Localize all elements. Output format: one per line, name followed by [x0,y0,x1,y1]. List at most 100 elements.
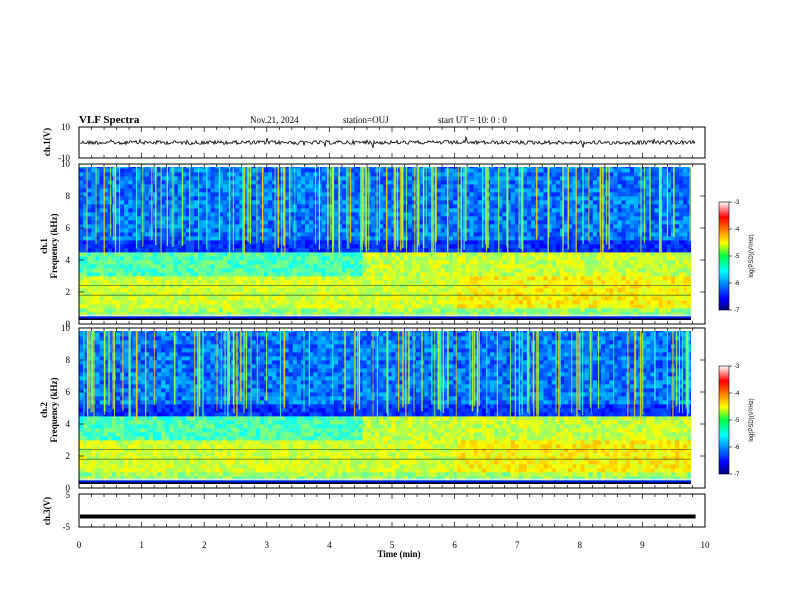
spectrogram-cell [387,228,392,233]
spectrogram-cell [453,232,458,237]
spectrogram-cell [522,300,528,305]
spectrogram-cell [194,208,199,213]
spectrogram-cell [407,312,413,317]
spectrogram-cell [317,288,322,293]
spectrogram-cell [473,276,479,281]
spectrogram-cell [169,288,174,293]
spectrogram-cell [214,276,220,281]
spectrogram-cell [461,284,466,289]
spectrogram-cell [87,192,92,197]
spectrogram-cell [342,184,347,189]
spectrogram-cell [370,272,376,277]
spectrogram-cell [152,288,158,293]
spectrogram-cell [210,208,216,213]
spectrogram-cell [83,276,88,281]
spectrogram-cell [564,276,569,281]
spectrogram-cell [555,308,561,313]
spectrogram-cell [144,268,150,273]
spectrogram-cell [502,264,507,269]
spectrogram-cell [420,244,425,249]
spectrogram-cell [222,220,228,225]
spectrogram-cell [469,280,475,285]
spectrogram-cell [383,172,388,177]
spectrogram-cell [198,304,203,309]
spectrogram-cell [202,204,207,209]
spectrogram-cell [411,260,417,265]
spectrogram-cell [424,284,429,289]
spectrogram-cell [346,268,351,273]
spectrogram-cell [235,208,240,213]
spectrogram-cell [485,272,491,277]
spectrogram-cell [350,176,355,181]
spectrogram-cell [444,312,450,317]
spectrogram-cell [477,244,483,249]
spectrogram-cell [531,244,536,249]
spectrogram-cell [333,180,339,185]
spectrogram-cell [506,312,512,317]
spectrogram-cell [222,236,228,241]
spectrogram-cell [350,184,355,189]
spectrogram-cell [309,288,314,293]
spectrogram-cell [185,308,191,313]
spectrogram-cell [428,228,433,233]
spectrogram-cell [148,176,154,181]
spectrogram-cell [424,312,429,317]
spectrogram-cell [173,256,179,261]
spectrogram-cell [288,304,294,309]
spectrogram-cell [428,168,433,173]
spectrogram-cell [346,248,351,253]
spectrogram-cell [502,252,507,257]
spectrogram-cell [506,208,512,213]
spectrogram-cell [350,276,355,281]
spectrogram-cell [309,308,314,313]
spectrogram-cell [407,276,413,281]
spectrogram-cell [321,308,327,313]
spectrogram-cell [490,312,495,317]
spectrogram-cell [387,308,392,313]
spectrogram-cell [255,260,261,265]
spectrogram-cell [403,296,409,301]
spectrogram-cell [251,236,257,241]
spectrogram-cell [247,248,253,253]
spectrogram-cell [87,232,92,237]
spectrogram-cell [214,204,220,209]
spectrogram-cell [247,280,253,285]
spectrogram-cell [428,204,433,209]
spectrogram-cell [128,176,133,181]
spectrogram-cell [251,268,257,273]
spectrogram-cell [222,200,228,205]
spectrogram-cell [161,176,166,181]
spectrogram-cell [358,272,364,277]
spectrogram-cell [226,288,232,293]
spectrogram-cell [498,176,503,181]
spectrogram-cell [79,316,84,320]
spectrogram-cell [83,208,88,213]
spectrogram-cell [321,212,327,217]
spectrogram-cell [268,296,273,301]
spectrogram-cell [206,172,211,177]
spectrogram-cell [411,228,417,233]
spectrogram-cell [440,304,446,309]
spectrogram-cell [288,172,294,177]
spectrogram-cell [222,228,228,233]
spectrogram-cell [309,244,314,249]
ch1-ytick-bottom: -10 [58,153,70,163]
spectrogram-cell [132,176,137,181]
spectrogram-cell [350,268,355,273]
spectrogram-cell [284,192,290,197]
spectrogram-cell [333,188,339,193]
spectrogram-cell [206,316,211,320]
spectrogram-cell [407,248,413,253]
spectrogram-cell [79,276,84,281]
spectrogram-cell [173,288,179,293]
spectrogram-cell [247,252,253,257]
spectrogram-cell [148,284,154,289]
spectrogram-cell [157,212,162,217]
spectrogram-cell [473,228,479,233]
spectrogram-cell [391,252,396,257]
spectrogram-cell [379,252,384,257]
spectrogram-cell [428,224,433,229]
spectrogram-cell [370,232,376,237]
spectrogram-cell [272,208,277,213]
spectrogram-cell [120,244,125,249]
